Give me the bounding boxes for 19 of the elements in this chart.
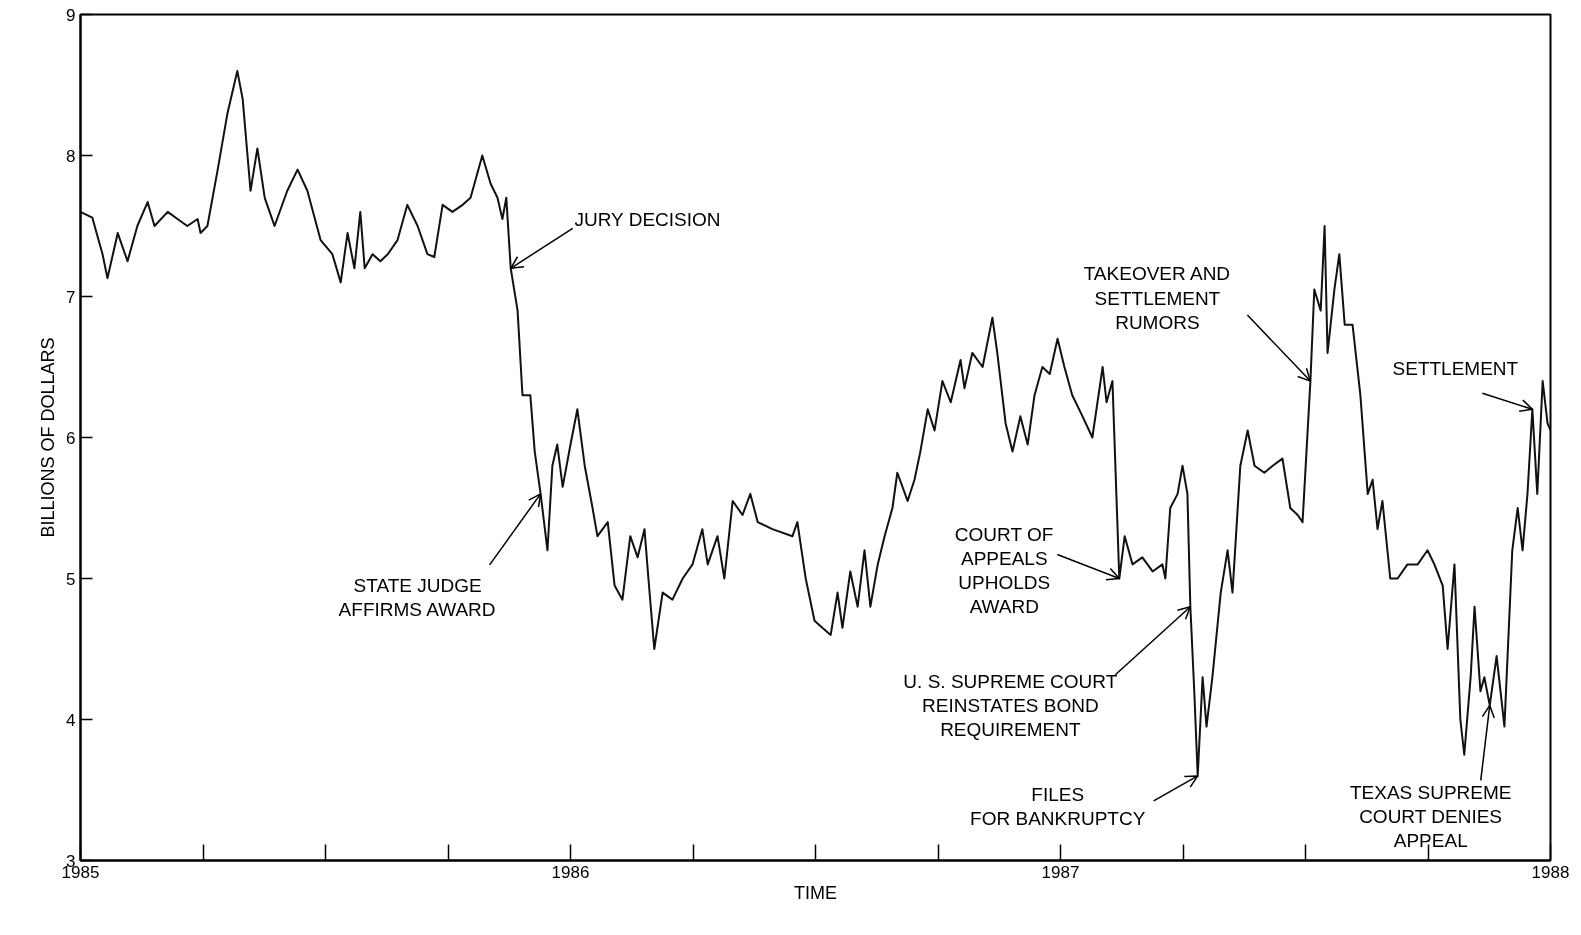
annotation: U. S. SUPREME COURT REINSTATES BOND REQUIREMENT: [903, 671, 1118, 741]
y-tick-label: 4: [66, 710, 76, 730]
y-tick-label: 6: [66, 428, 76, 448]
y-axis-title: BILLIONS OF DOLLARS: [38, 337, 59, 538]
x-axis-title: TIME: [794, 882, 837, 903]
x-tick-label: 1987: [1041, 862, 1080, 882]
y-tick-label: 5: [66, 569, 76, 589]
annotation: COURT OF APPEALS UPHOLDS AWARD: [954, 523, 1054, 618]
annotation: SETTLEMENT: [1392, 357, 1519, 379]
annotation: TAKEOVER AND SETTLEMENT RUMORS: [1083, 263, 1231, 333]
annotation: FILES FOR BANKRUPTCY: [970, 784, 1146, 830]
y-tick-label: 8: [66, 146, 76, 166]
y-tick-label: 9: [66, 5, 76, 25]
y-tick-label: 7: [66, 287, 76, 307]
annotation: TEXAS SUPREME COURT DENIES APPEAL: [1349, 781, 1512, 852]
annotation: JURY DECISION: [574, 208, 721, 230]
annotation: STATE JUDGE AFFIRMS AWARD: [338, 575, 496, 621]
x-tick-label: 1986: [551, 862, 590, 882]
x-tick-label: 1988: [1531, 862, 1570, 882]
